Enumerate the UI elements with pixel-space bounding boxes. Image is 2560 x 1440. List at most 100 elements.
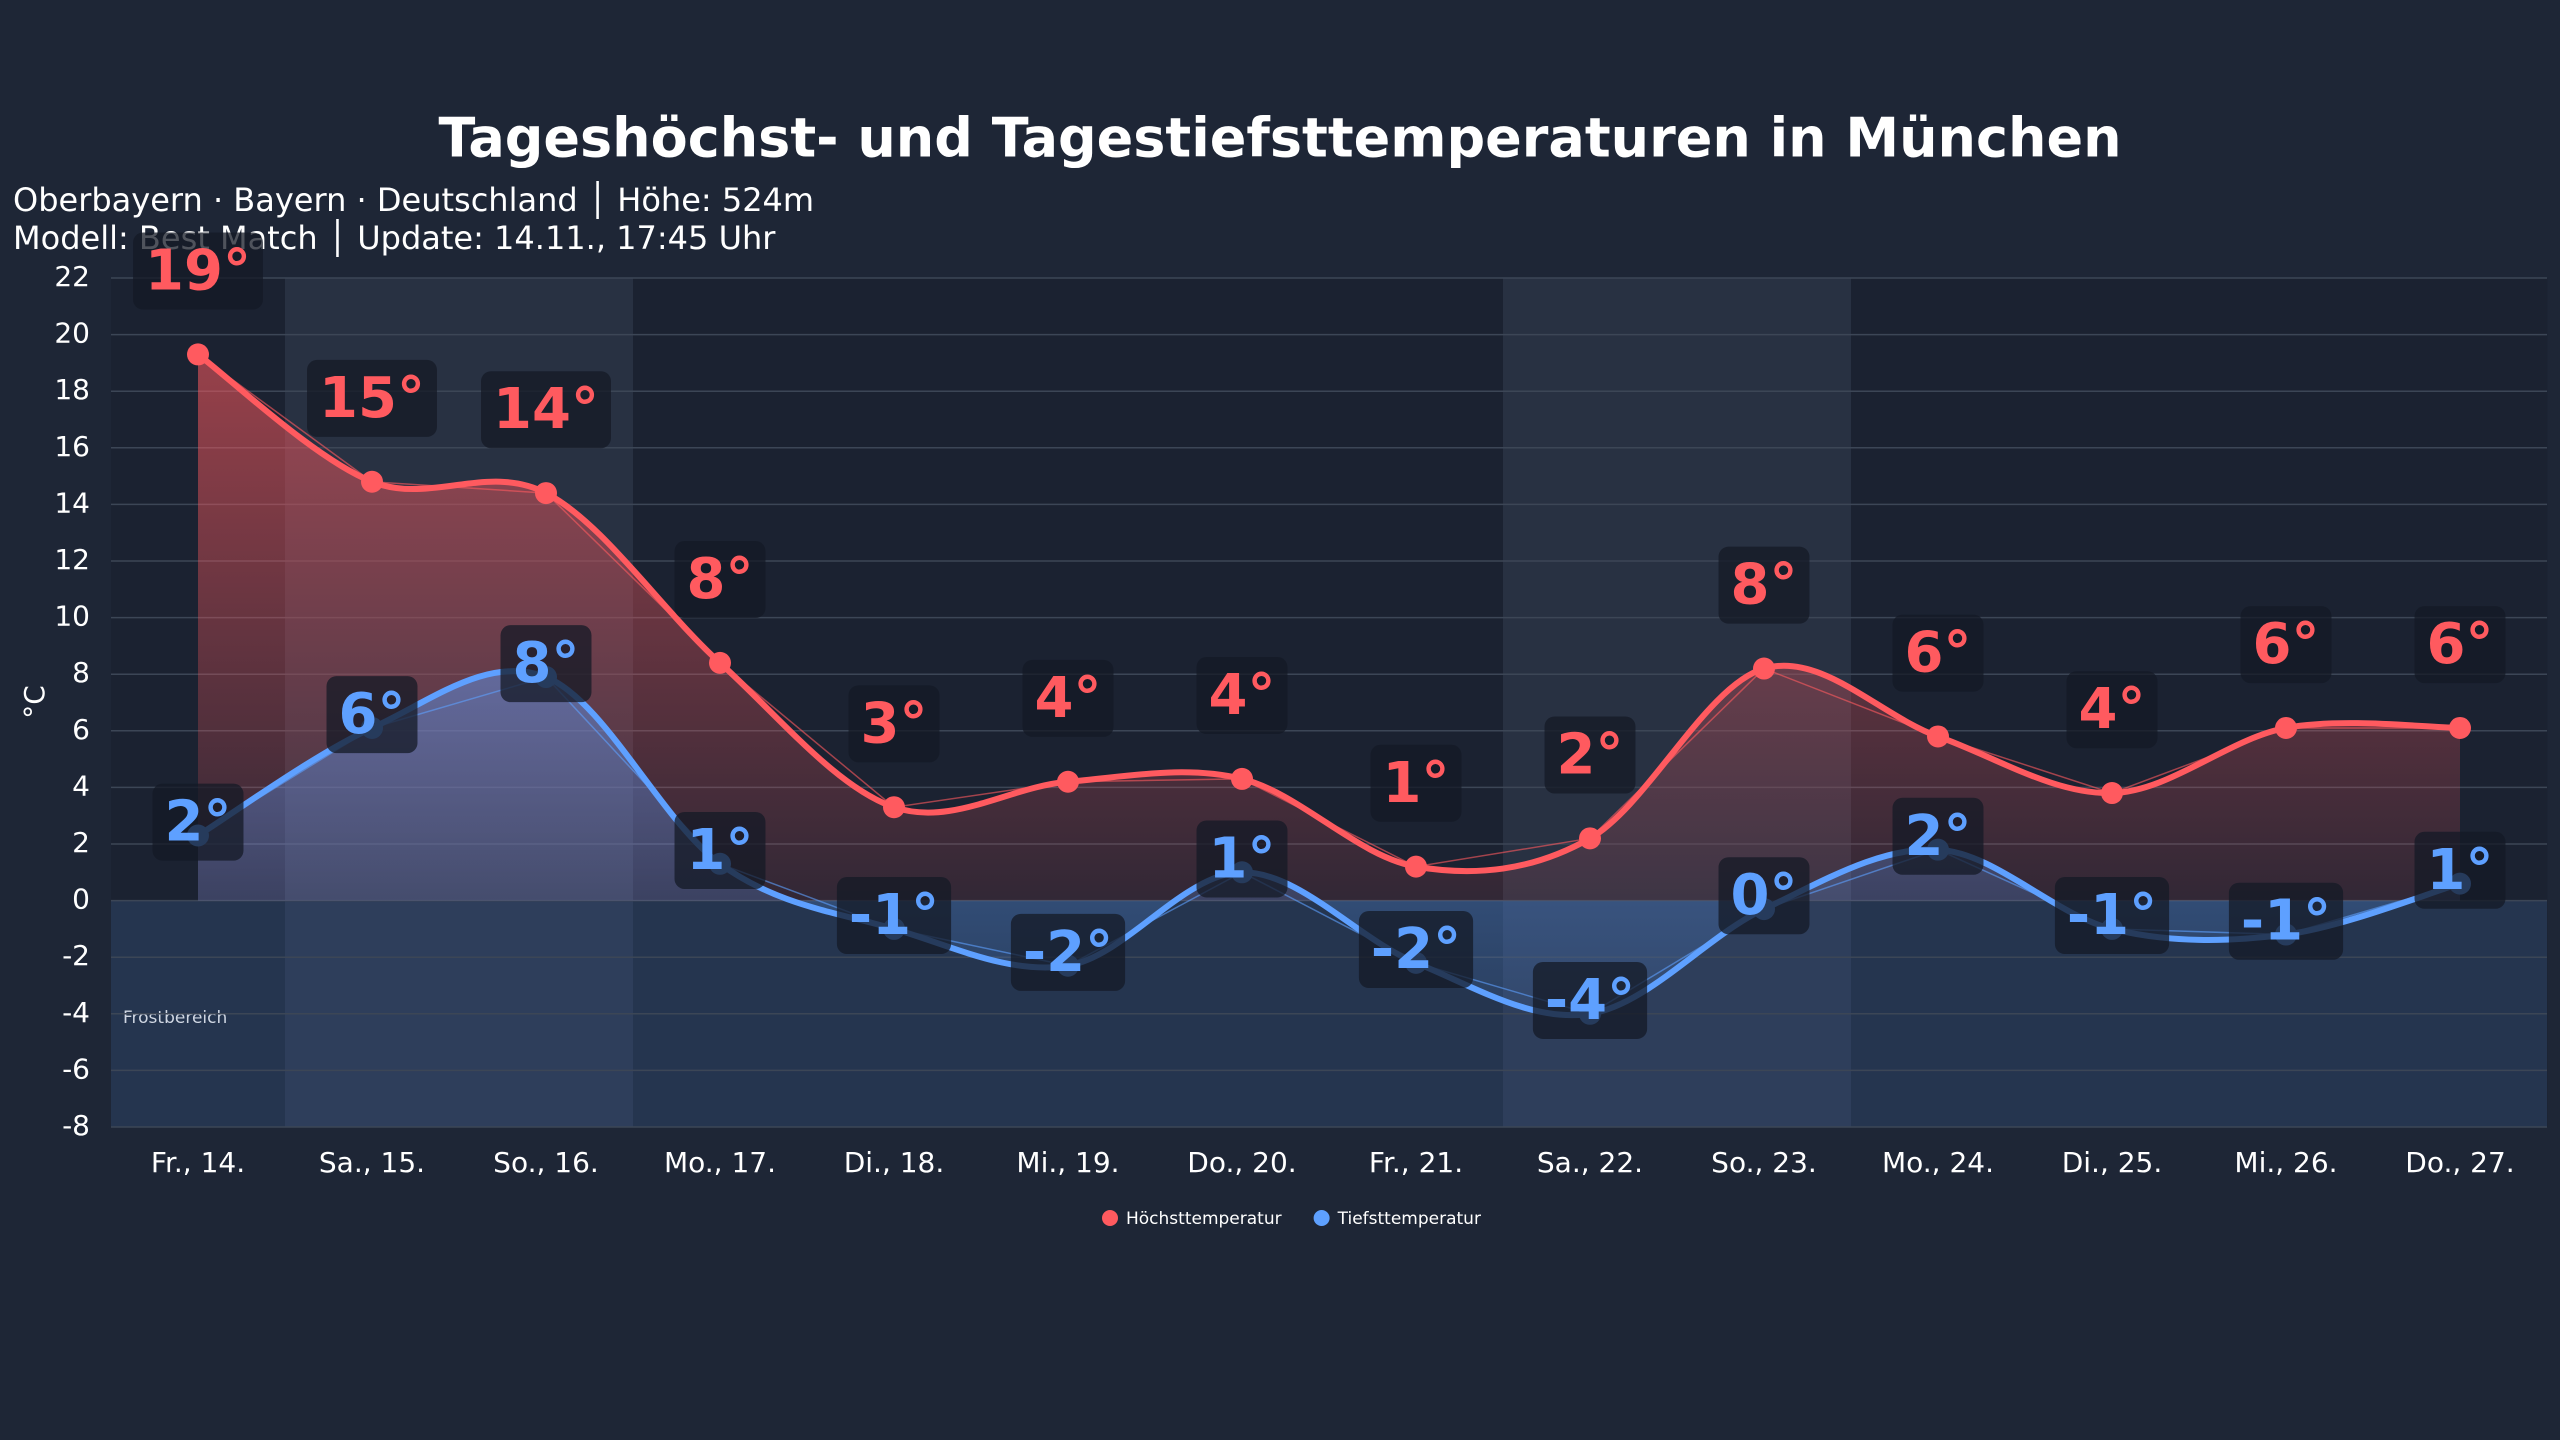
- x-tick-label: Do., 20.: [1187, 1146, 1296, 1179]
- data-label: 4°: [1035, 666, 1102, 731]
- data-label: 6°: [1905, 621, 1972, 686]
- legend-label: Höchsttemperatur: [1126, 1209, 1282, 1229]
- data-label: -2°: [1023, 920, 1113, 985]
- label-bg: [2414, 831, 2506, 909]
- day-band: [2373, 278, 2548, 1127]
- data-label-group: 1°: [2414, 831, 2506, 909]
- point: [187, 343, 209, 366]
- x-tick-label: Fr., 21.: [1369, 1146, 1463, 1179]
- data-label: 4°: [2079, 677, 2146, 742]
- x-tick-label: Mi., 26.: [2234, 1146, 2337, 1179]
- data-label: 8°: [513, 631, 580, 696]
- data-label: -1°: [2067, 883, 2157, 948]
- y-tick-label: 6: [72, 713, 90, 746]
- data-label-group: -2°: [1358, 911, 1474, 989]
- data-label-group: 4°: [1022, 659, 1114, 737]
- data-label-group: 8°: [1718, 546, 1810, 624]
- data-label-group: 0°: [1718, 857, 1810, 935]
- point: [2101, 782, 2123, 805]
- data-label-group: 4°: [2066, 671, 2158, 749]
- data-label-group: -1°: [2054, 877, 2170, 955]
- label-bg: [2240, 606, 2332, 684]
- data-label-group: 3°: [848, 685, 940, 763]
- label-bg: [1010, 913, 1126, 991]
- data-label: 6°: [2253, 612, 2320, 677]
- x-tick-label: So., 23.: [1711, 1146, 1817, 1179]
- data-label: 2°: [165, 790, 232, 855]
- point: [2449, 716, 2471, 739]
- data-label: 2°: [1905, 804, 1972, 869]
- y-tick-label: 4: [72, 769, 90, 802]
- area: [198, 354, 2460, 901]
- label-bg: [1532, 961, 1648, 1039]
- point: [535, 482, 557, 505]
- chart-title: Tageshöchst- und Tagestiefsttemperaturen…: [438, 107, 2121, 170]
- x-tick-label: Di., 25.: [2062, 1146, 2163, 1179]
- data-label: 0°: [1731, 863, 1798, 928]
- data-label: 14°: [493, 377, 599, 442]
- data-label-group: -1°: [836, 877, 952, 955]
- data-label-group: 1°: [1370, 744, 1462, 822]
- data-label: 8°: [687, 547, 754, 612]
- label-bg: [1358, 911, 1474, 989]
- x-tick-label: Do., 27.: [2405, 1146, 2514, 1179]
- data-label: 1°: [1383, 751, 1450, 816]
- y-tick-label: 8: [72, 656, 90, 689]
- x-tick-label: So., 16.: [493, 1146, 599, 1179]
- data-label: 15°: [319, 366, 425, 431]
- label-bg: [2228, 882, 2344, 960]
- data-label: 1°: [2427, 838, 2494, 903]
- data-label-group: 1°: [674, 811, 766, 889]
- label-bg: [326, 676, 418, 754]
- y-tick-label: 14: [54, 486, 90, 519]
- data-label: 1°: [687, 818, 754, 883]
- x-tick-label: Mo., 17.: [664, 1146, 776, 1179]
- label-bg: [307, 359, 437, 437]
- data-label-group: 6°: [326, 676, 418, 754]
- label-bg: [481, 371, 611, 449]
- area: [198, 671, 2460, 1016]
- label-bg: [1196, 657, 1288, 735]
- label-bg: [848, 685, 940, 763]
- data-label-group: 1°: [1196, 820, 1288, 898]
- data-label-group: 15°: [307, 359, 437, 437]
- point: [361, 470, 383, 493]
- data-label-group: 6°: [1892, 614, 1984, 692]
- data-label-group: 8°: [500, 625, 592, 703]
- label-bg: [2414, 606, 2506, 684]
- data-label: 19°: [145, 239, 251, 304]
- data-label-group: 19°: [133, 232, 263, 310]
- data-label-group: -4°: [1532, 961, 1648, 1039]
- label-bg: [1022, 659, 1114, 737]
- x-tick-label: Sa., 22.: [1537, 1146, 1643, 1179]
- label-bg: [1892, 797, 1984, 875]
- point: [2275, 716, 2297, 739]
- data-label: 6°: [2427, 612, 2494, 677]
- point: [709, 651, 731, 674]
- data-label: 8°: [1731, 553, 1798, 618]
- y-tick-label: -8: [62, 1109, 90, 1142]
- legend-marker: [1102, 1210, 1118, 1226]
- y-tick-label: 22: [54, 260, 90, 293]
- x-tick-label: Mi., 19.: [1016, 1146, 1119, 1179]
- y-tick-label: -6: [62, 1052, 90, 1085]
- data-label-group: -1°: [2228, 882, 2344, 960]
- y-tick-label: 0: [72, 883, 90, 916]
- x-tick-label: Di., 18.: [844, 1146, 945, 1179]
- subtitle: Oberbayern · Bayern · Deutschland │ Höhe…: [13, 180, 814, 219]
- x-tick-label: Mo., 24.: [1882, 1146, 1994, 1179]
- label-bg: [133, 232, 263, 310]
- point: [1231, 767, 1253, 790]
- data-label: -4°: [1545, 968, 1635, 1033]
- data-label-group: 6°: [2414, 606, 2506, 684]
- x-tick-label: Fr., 14.: [151, 1146, 245, 1179]
- y-tick-label: 2: [72, 826, 90, 859]
- label-bg: [152, 783, 244, 861]
- label-bg: [2054, 877, 2170, 955]
- legend-marker: [1313, 1210, 1330, 1226]
- data-label: 6°: [339, 682, 406, 747]
- y-tick-label: 10: [54, 600, 90, 633]
- data-label: 4°: [1209, 663, 1276, 728]
- data-label: 2°: [1557, 722, 1624, 787]
